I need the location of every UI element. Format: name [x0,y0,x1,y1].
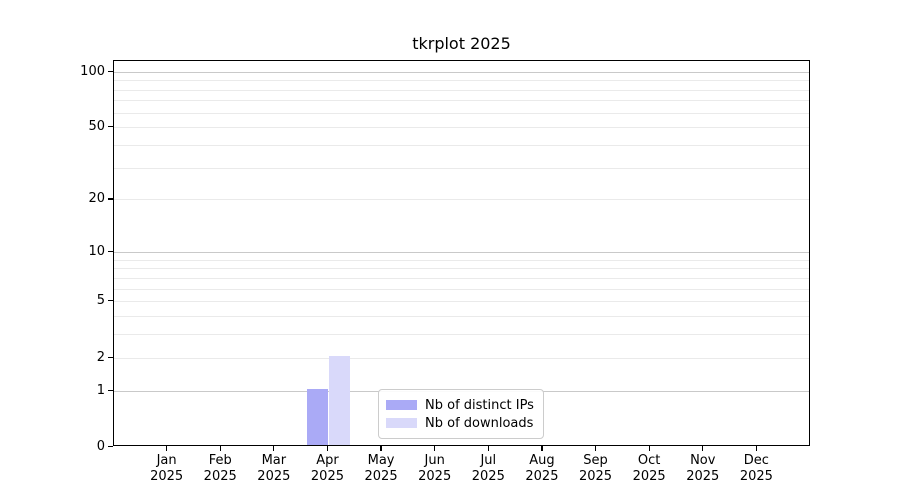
y-tick-mark [108,446,113,448]
y-tick-mark [108,300,113,302]
y-tick-mark [108,198,113,200]
x-tick-label: Dec 2025 [739,453,773,484]
minor-gridline [114,100,809,102]
y-tick-label: 50 [88,119,105,135]
x-tick-mark [380,446,382,451]
y-tick-label: 1 [96,382,105,398]
x-tick-label: Apr 2025 [310,453,344,484]
y-tick-mark [108,70,113,72]
y-tick-mark [108,356,113,358]
x-tick-mark [648,446,650,451]
y-tick-label: 2 [96,349,105,365]
x-tick-label: Oct 2025 [632,453,666,484]
x-tick-label: Nov 2025 [686,453,720,484]
y-tick-label: 20 [88,191,105,207]
minor-gridline [114,89,809,91]
minor-gridline [114,277,809,279]
minor-gridline [114,167,809,169]
x-tick-mark [487,446,489,451]
bar-nb-of-downloads [328,355,350,445]
x-tick-mark [273,446,275,451]
x-tick-mark [755,446,757,451]
x-tick-label: Aug 2025 [525,453,559,484]
x-tick-label: Jun 2025 [418,453,452,484]
distinct-ips-swatch-icon [386,400,417,410]
legend-label-distinct-ips: Nb of distinct IPs [425,397,534,413]
major-gridline [114,251,809,253]
x-tick-label: Feb 2025 [203,453,237,484]
minor-gridline [114,357,809,359]
x-tick-mark [166,446,168,451]
y-tick-mark [108,250,113,253]
x-tick-label: Mar 2025 [257,453,291,484]
minor-gridline [114,144,809,146]
minor-gridline [114,259,809,261]
major-gridline [114,71,809,73]
legend-label-downloads: Nb of downloads [425,415,534,431]
minor-gridline [114,199,809,201]
x-tick-label: May 2025 [364,453,398,484]
x-tick-label: Sep 2025 [578,453,613,484]
y-tick-mark [108,389,113,391]
legend: Nb of distinct IPs Nb of downloads [378,389,544,439]
plot-area [113,60,810,446]
y-tick-label: 0 [96,439,105,454]
legend-row-downloads: Nb of downloads [386,414,534,432]
chart-title: tkrplot 2025 [412,34,511,53]
y-tick-label: 10 [88,243,105,259]
x-tick-mark [594,446,597,451]
downloads-swatch-icon [386,418,417,428]
minor-gridline [114,268,809,270]
legend-row-distinct-ips: Nb of distinct IPs [386,396,534,414]
x-tick-mark [541,446,543,451]
minor-gridline [114,288,809,290]
bar-nb-of-distinct-ips [306,388,328,445]
y-tick-label: 100 [80,63,105,79]
x-tick-mark [702,446,704,451]
y-tick-mark [108,126,113,128]
minor-gridline [114,80,809,82]
minor-gridline [114,127,809,129]
x-tick-mark [434,446,436,451]
minor-gridline [114,301,809,303]
x-tick-label: Jul 2025 [471,453,505,484]
minor-gridline [114,316,809,318]
y-tick-label: 5 [96,293,105,309]
x-tick-label: Jan 2025 [150,453,184,484]
x-tick-mark [326,446,329,451]
x-tick-mark [219,446,221,451]
minor-gridline [114,334,809,336]
minor-gridline [114,112,809,114]
